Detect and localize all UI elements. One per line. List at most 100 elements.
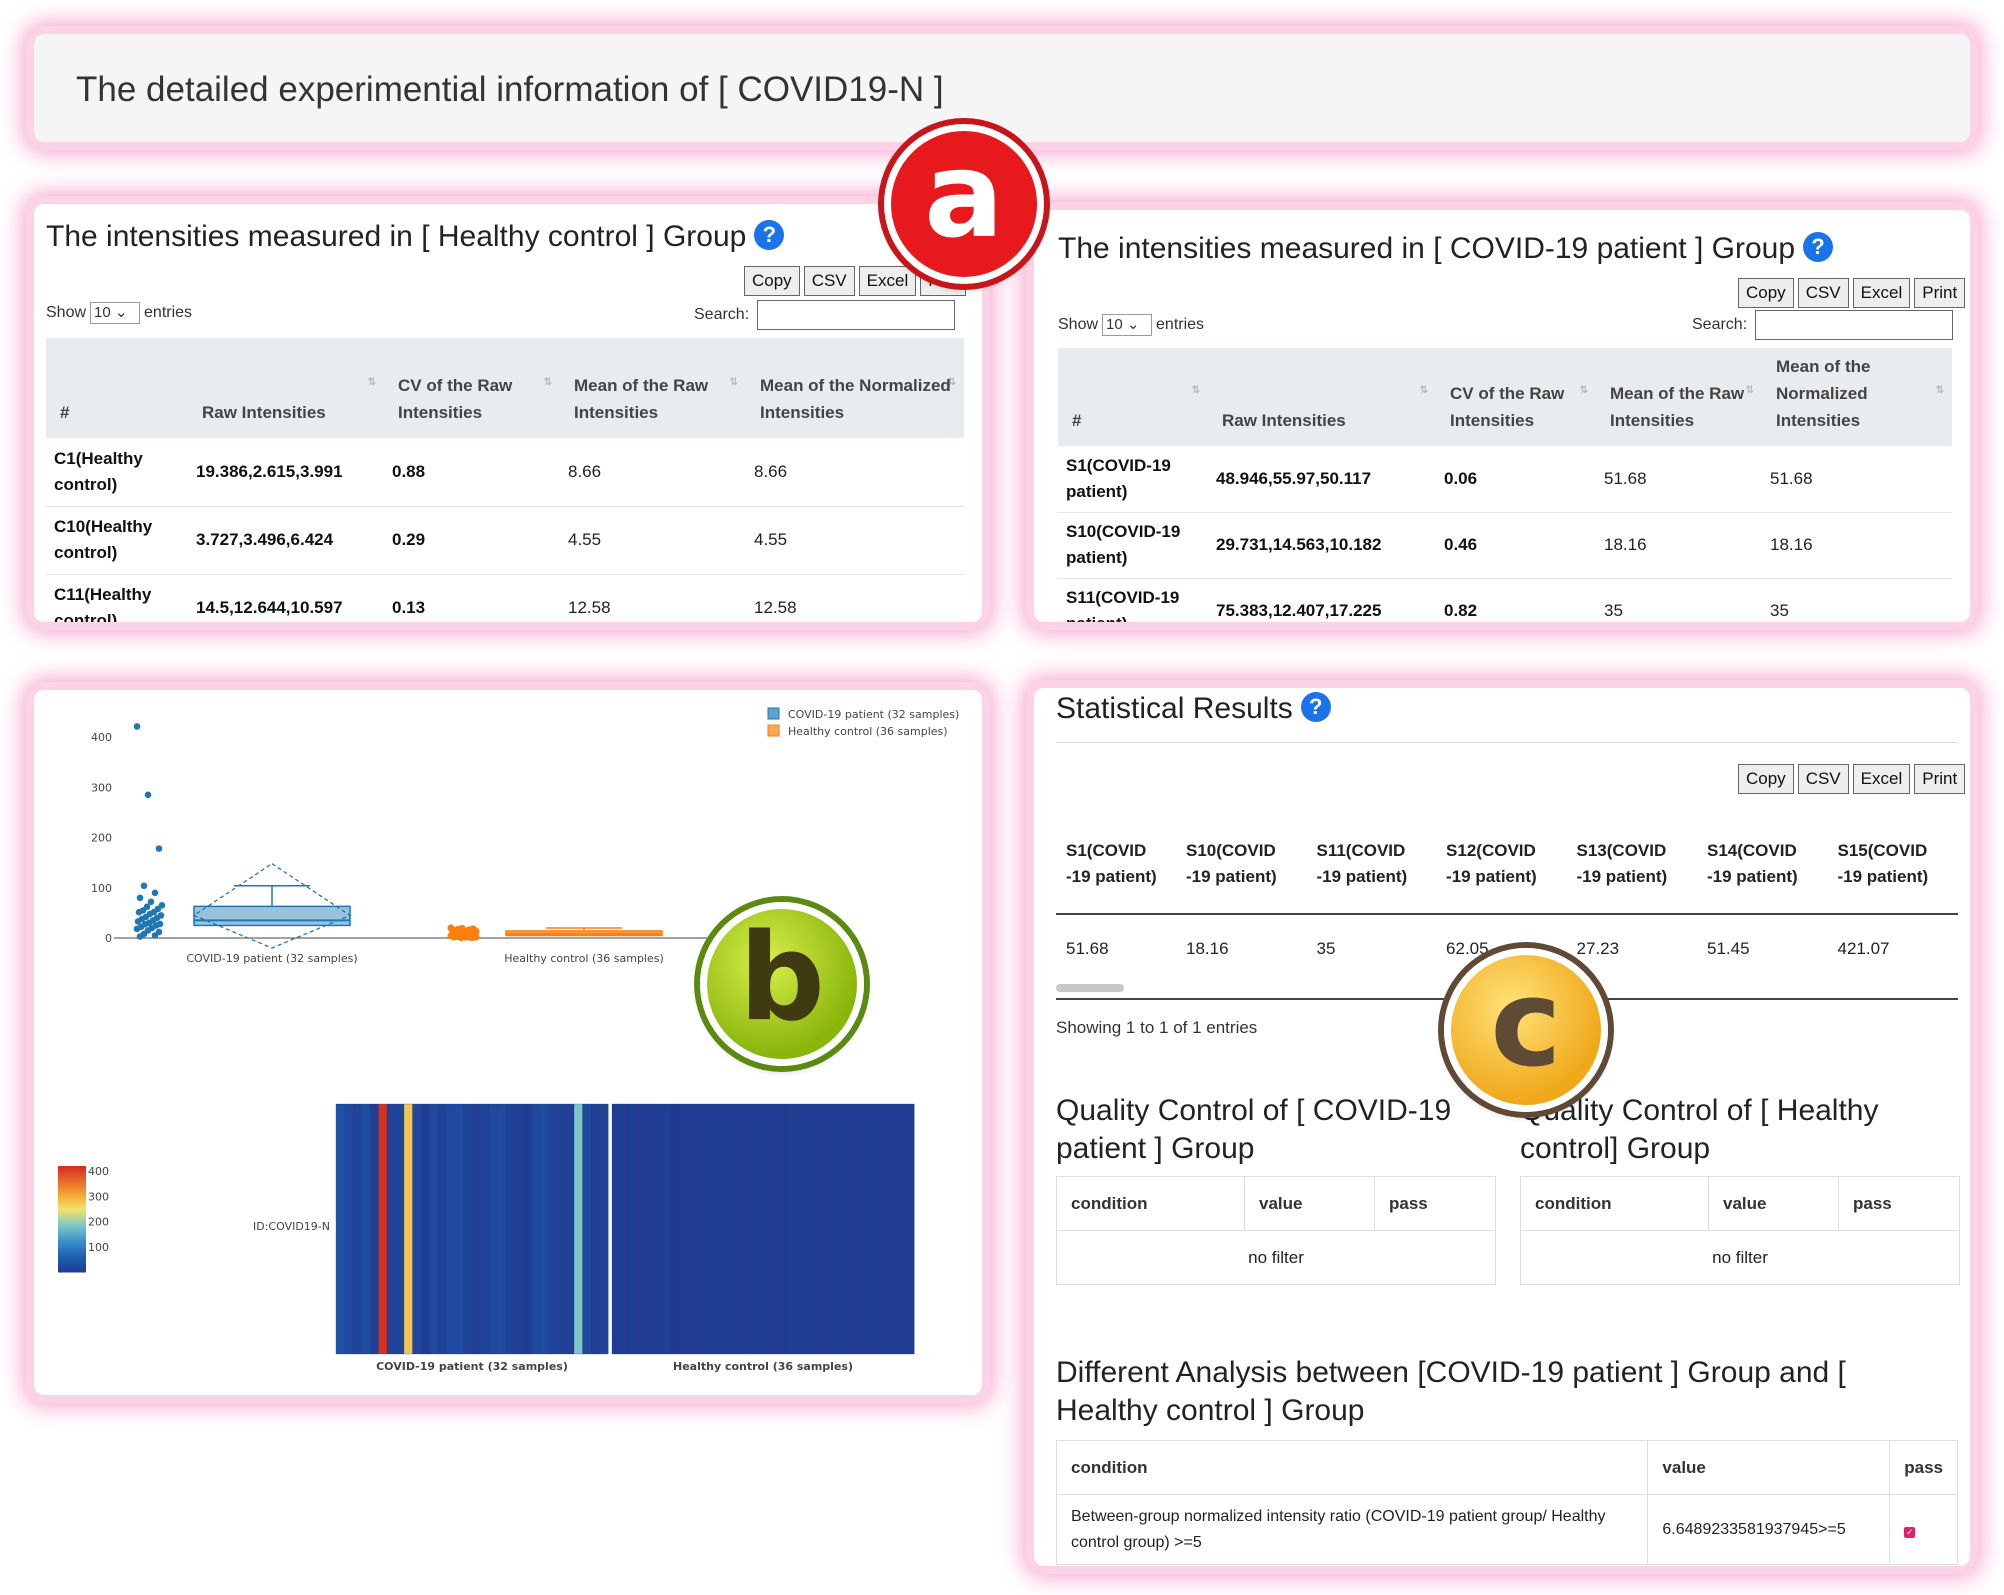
export-buttons: Copy CSV Excel Print	[1738, 278, 1966, 308]
colorbar-segment	[58, 1240, 86, 1244]
col-mean-norm[interactable]: Mean of the Normalized Intensities ⇅	[746, 338, 964, 438]
colorbar-segment	[58, 1171, 86, 1175]
excel-button[interactable]: Excel	[1852, 278, 1911, 308]
stats-col[interactable]: S10(COVID -19 patient)	[1186, 840, 1277, 886]
heat-cell	[429, 1103, 439, 1355]
excel-button[interactable]: Excel	[1852, 764, 1911, 794]
x-tick-label: Healthy control (36 samples)	[673, 1360, 853, 1373]
stats-col[interactable]: S11(COVID -19 patient)	[1316, 840, 1408, 886]
pass-cell: ✓	[1889, 1494, 1958, 1565]
heat-cell	[704, 1103, 714, 1355]
box-plot: 0 100 200 300 400 COVID-19 patient (32 sample…	[91, 707, 959, 965]
col-id[interactable]: #	[46, 338, 188, 438]
heat-cell	[804, 1103, 814, 1355]
entries-select[interactable]: 10 ⌄	[1102, 314, 1153, 336]
heat-cell	[463, 1103, 473, 1355]
colorbar-segment	[58, 1256, 86, 1260]
colorbar-segment	[58, 1237, 86, 1241]
entries-select[interactable]: 10 ⌄	[90, 302, 141, 324]
sort-icon[interactable]: ⇅	[543, 377, 552, 388]
heat-cell	[505, 1103, 515, 1355]
copy-button[interactable]: Copy	[744, 266, 800, 296]
heat-cell	[771, 1103, 781, 1355]
col-mean-norm[interactable]: Mean of the Normalized Intensities ⇅	[1762, 348, 1952, 446]
data-point	[136, 933, 144, 940]
colorbar-segment	[58, 1224, 86, 1228]
copy-button[interactable]: Copy	[1738, 764, 1794, 794]
colorbar-segment	[58, 1195, 86, 1199]
col-mean-raw[interactable]: Mean of the Raw Intensities ⇅	[560, 338, 746, 438]
heat-cell	[369, 1103, 379, 1355]
csv-button[interactable]: CSV	[1797, 764, 1849, 794]
colorbar-segment	[58, 1181, 86, 1186]
statistics-panel: Statistical Results? Copy CSV Excel Prin…	[1034, 688, 1970, 1566]
help-icon[interactable]: ?	[754, 220, 785, 250]
heat-cell	[678, 1103, 688, 1355]
col-mean-raw[interactable]: Mean of the Raw Intensities ⇅	[1596, 348, 1762, 446]
sort-icon[interactable]: ⇅	[1579, 385, 1588, 396]
search-input[interactable]	[757, 300, 956, 330]
excel-button[interactable]: Excel	[858, 266, 917, 296]
heat-cell	[737, 1103, 747, 1355]
heat-cell	[637, 1103, 647, 1355]
heat-cell	[412, 1103, 422, 1355]
colorbar-segment	[58, 1213, 86, 1217]
diff-title: Different Analysis between [COVID-19 pat…	[1056, 1356, 1846, 1427]
diff-table: condition value pass Between-group normali…	[1055, 1440, 1958, 1565]
qc-healthy-title: Quality Control of [ Healthy control] Gr…	[1520, 1094, 1879, 1165]
col-raw[interactable]: Raw Intensities ⇅	[1208, 348, 1436, 446]
print-button[interactable]: Print	[1914, 278, 1966, 308]
divider	[1056, 742, 1958, 743]
heat-cell	[565, 1103, 575, 1355]
col-id[interactable]: # ⇅	[1058, 348, 1208, 446]
sort-icon[interactable]: ⇅	[1191, 385, 1200, 396]
sort-icon[interactable]: ⇅	[1935, 385, 1944, 396]
sort-icon[interactable]: ⇅	[947, 377, 956, 388]
stats-col[interactable]: S15(COVID -19 patient)	[1837, 840, 1929, 886]
colorbar-segment	[58, 1189, 86, 1193]
horizontal-scrollbar[interactable]	[1056, 984, 1124, 992]
x-tick-label: COVID-19 patient (32 samples)	[186, 952, 357, 965]
colorbar-segment	[58, 1250, 86, 1254]
copy-button[interactable]: Copy	[1738, 278, 1794, 308]
heat-cell	[855, 1103, 865, 1355]
help-icon[interactable]: ?	[1803, 232, 1834, 262]
heat-cell	[838, 1103, 848, 1355]
data-point	[155, 845, 163, 852]
colorbar-segment	[58, 1266, 86, 1270]
heatmap: ID:COVID19-N COVID-19 patient (32 samples…	[58, 1103, 915, 1373]
healthy-intensities-panel: The intensities measured in [ Healthy co…	[34, 204, 982, 622]
csv-button[interactable]: CSV	[803, 266, 855, 296]
colorbar-segment	[58, 1179, 86, 1183]
stats-col[interactable]: S13(COVID -19 patient)	[1576, 840, 1668, 886]
sort-icon[interactable]: ⇅	[729, 377, 738, 388]
col-raw[interactable]: Raw Intensities ⇅	[188, 338, 384, 438]
heat-cell	[454, 1103, 464, 1355]
help-icon[interactable]: ?	[1300, 692, 1331, 722]
heat-cell	[846, 1103, 856, 1355]
sort-icon[interactable]: ⇅	[367, 377, 376, 388]
sort-icon[interactable]: ⇅	[1745, 385, 1754, 396]
y-tick-label: 200	[91, 832, 112, 845]
page-header: The detailed experimential information o…	[34, 34, 1970, 142]
colorbar-segment	[58, 1242, 86, 1246]
search-label: Search:	[1692, 316, 1748, 334]
x-tick-label: COVID-19 patient (32 samples)	[376, 1360, 568, 1373]
sd-diamond	[192, 862, 352, 949]
colorbar-segment	[58, 1184, 86, 1188]
colorbar-segment	[58, 1176, 86, 1180]
page-title: The detailed experimential information o…	[76, 70, 944, 109]
sort-icon[interactable]: ⇅	[1419, 385, 1428, 396]
search-input[interactable]	[1755, 310, 1954, 340]
heat-cell	[687, 1103, 697, 1355]
stats-col[interactable]: S14(COVID -19 patient)	[1707, 840, 1798, 886]
table-row: C1(Healthy control) 19.386,2.615,3.991 0.8…	[46, 438, 964, 507]
stats-col[interactable]: S12(COVID -19 patient)	[1446, 840, 1537, 886]
y-tick-label: 300	[91, 781, 112, 794]
col-cv[interactable]: CV of the Raw Intensities ⇅	[1436, 348, 1596, 446]
col-cv[interactable]: CV of the Raw Intensities ⇅	[384, 338, 560, 438]
stats-col[interactable]: S1(COVID -19 patient)	[1066, 840, 1157, 886]
colorbar-segment	[58, 1197, 86, 1201]
print-button[interactable]: Print	[1914, 764, 1966, 794]
csv-button[interactable]: CSV	[1797, 278, 1849, 308]
